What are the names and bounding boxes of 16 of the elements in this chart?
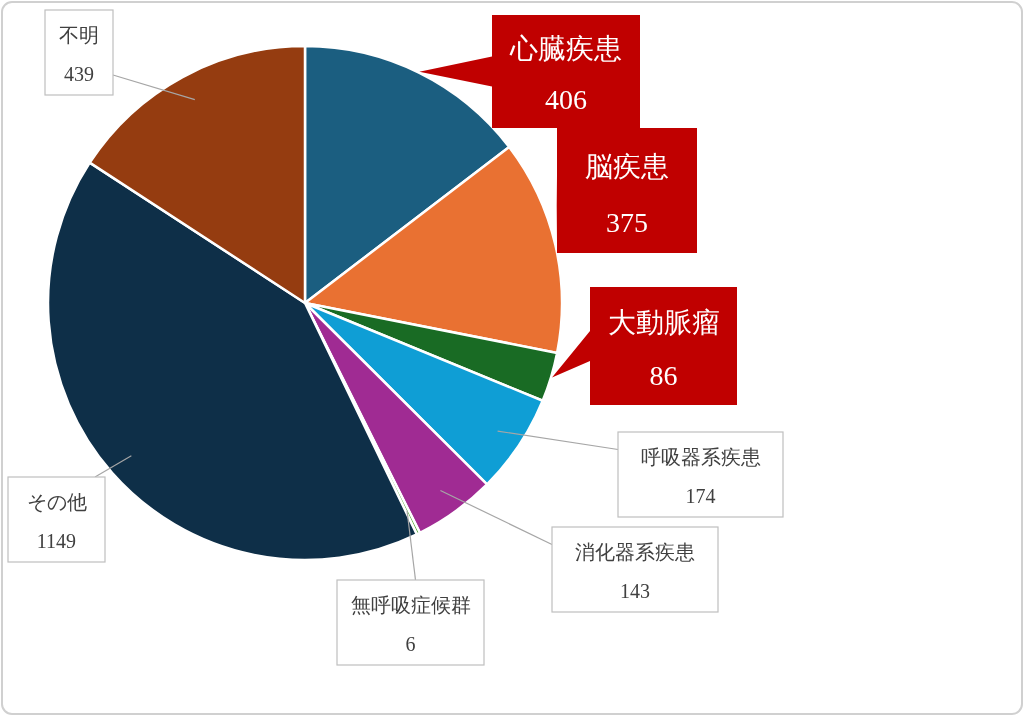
- data-label: 375: [606, 206, 648, 238]
- data-label: 143: [620, 579, 650, 602]
- data-label: 439: [64, 62, 94, 85]
- slice-label: 消化器系疾患: [575, 541, 695, 564]
- data-label: 6: [405, 632, 416, 655]
- slice-label: 呼吸器系疾患: [640, 446, 761, 469]
- slice-label: その他: [26, 491, 87, 514]
- data-label: 86: [649, 359, 678, 391]
- slice-label: 無呼吸症候群: [350, 594, 471, 617]
- slice-label: 不明: [59, 24, 99, 47]
- data-label: 174: [685, 484, 716, 507]
- slice-label: 脳疾患: [585, 149, 669, 183]
- slice-label: 心臓疾患: [509, 31, 622, 65]
- data-label: 406: [545, 83, 587, 115]
- slice-label: 大動脈瘤: [607, 305, 720, 339]
- data-label: 1149: [36, 529, 77, 552]
